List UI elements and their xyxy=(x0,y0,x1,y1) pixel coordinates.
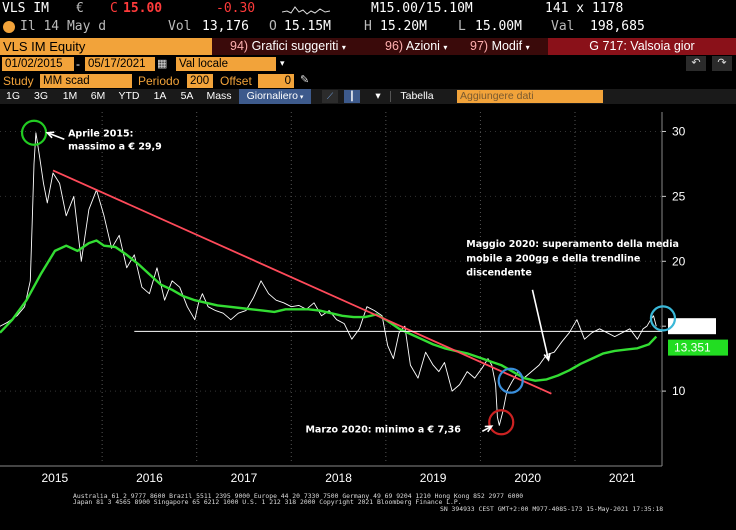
ticker-bar: VLS IM € C 15.00 -0.30 M15.00/15.10M 141… xyxy=(0,0,736,38)
low-label: L xyxy=(458,19,466,34)
footer-line-2: Japan 81 3 4565 8900 Singapore 65 6212 1… xyxy=(73,498,462,506)
volume-value: 13,176 xyxy=(202,19,249,34)
range-button-ytd[interactable]: YTD xyxy=(118,90,140,102)
line-chart-icon[interactable]: ⟋ xyxy=(322,90,338,103)
annotation-text-0: Aprile 2015: xyxy=(68,129,133,140)
high-value: 15.20M xyxy=(380,19,427,34)
x-tick-label-3: 2018 xyxy=(325,471,352,485)
annotation-circle-5 xyxy=(488,409,515,436)
menu-actions[interactable]: 96) Azioni ▾ xyxy=(385,39,448,53)
annotation-arrow-april xyxy=(47,132,65,141)
menu-edit[interactable]: 97) Modif ▾ xyxy=(470,39,530,53)
price-change: -0.30 xyxy=(216,1,256,16)
annotation-arrow-march-head xyxy=(484,425,494,433)
last-prefix: C xyxy=(110,1,118,16)
toolbar-divider xyxy=(390,91,391,102)
low-value: 15.00M xyxy=(475,19,522,34)
price-label-box xyxy=(668,318,716,335)
annotation-text-4: discendente xyxy=(466,268,532,279)
x-tick-label-6: 2021 xyxy=(609,471,636,485)
period-field[interactable]: 200 xyxy=(187,74,213,88)
ma-label-box xyxy=(668,339,728,356)
period-label: Periodo xyxy=(138,74,180,88)
undo-icon[interactable]: ↶ xyxy=(686,56,706,71)
range-button-6m[interactable]: 6M xyxy=(90,90,106,102)
date-range-bar: 01/02/2015 - 05/17/2021 ▦ Val locale ▾ ↶… xyxy=(0,55,736,73)
edit-pencil-icon[interactable]: ✎ xyxy=(300,74,310,86)
open-value: 15.15M xyxy=(284,19,331,34)
value-amount: 198,685 xyxy=(590,19,645,34)
range-button-1g[interactable]: 1G xyxy=(5,90,20,102)
study-field[interactable]: MM scad xyxy=(40,74,132,88)
chevron-down-icon[interactable]: ▾ xyxy=(280,58,285,68)
volume-label: Vol xyxy=(168,19,192,34)
annotation-arrow-may xyxy=(531,289,550,361)
x-tick-label-4: 2019 xyxy=(420,471,447,485)
price-chart[interactable]: 1015202530201520162017201820192020202115… xyxy=(0,104,736,530)
end-date-field[interactable]: 05/17/2021 xyxy=(85,57,155,71)
currency-symbol: € xyxy=(76,1,84,16)
x-tick-label-5: 2020 xyxy=(514,471,541,485)
range-button-3g[interactable]: 3G xyxy=(33,90,48,102)
menu-suggested-charts[interactable]: 94) Grafici suggeriti ▾ xyxy=(230,39,346,53)
x-tick-label-0: 2015 xyxy=(41,471,68,485)
function-bar: VLS IM Equity 94) Grafici suggeriti ▾ 96… xyxy=(0,38,736,55)
annotation-text-1: massimo a € 29,9 xyxy=(68,142,162,153)
annotation-text-2: Maggio 2020: superamento della media xyxy=(466,239,679,250)
calendar-icon[interactable]: ▦ xyxy=(157,58,168,70)
chart-template-label[interactable]: G 717: Valsoia gior xyxy=(548,38,736,55)
annotation-circle-6 xyxy=(649,305,677,332)
annotation-arrow-april-head xyxy=(45,131,55,139)
add-data-input[interactable]: Aggiungere dati xyxy=(457,90,603,103)
x-tick-label-2: 2017 xyxy=(231,471,258,485)
range-button-max[interactable]: Mass xyxy=(206,90,232,102)
ma-label-text: 13.351 xyxy=(674,341,711,355)
frequency-button[interactable]: Giornaliero ▾ xyxy=(239,89,311,104)
price-label-text: 15.00 xyxy=(674,319,704,333)
chevron-down-icon[interactable]: ▾ xyxy=(375,90,381,102)
annotation-arrow-may-head xyxy=(543,352,551,362)
range-button-1m[interactable]: 1M xyxy=(62,90,78,102)
bid-ask: M15.00/15.10M xyxy=(371,1,473,16)
value-label: Val xyxy=(551,19,575,34)
start-date-field[interactable]: 01/02/2015 xyxy=(2,57,74,71)
date-separator: - xyxy=(76,57,80,71)
study-label: Study xyxy=(3,74,34,88)
annotation-circle-0 xyxy=(20,119,48,146)
chart-canvas: 1015202530201520162017201820192020202115… xyxy=(0,112,728,513)
bid-ask-size: 141 x 1178 xyxy=(545,1,624,16)
price-series xyxy=(0,132,657,426)
range-toolbar: 1G 3G 1M 6M YTD 1A 5A Mass Giornaliero ▾… xyxy=(0,89,736,104)
exchange-icon xyxy=(3,21,15,33)
y-tick-label-3: 25 xyxy=(672,189,686,203)
study-bar: Study MM scad Periodo 200 Offset 0 ✎ xyxy=(0,73,736,89)
x-tick-label-1: 2016 xyxy=(136,471,163,485)
annotation-circle-2 xyxy=(497,367,524,394)
range-button-5a[interactable]: 5A xyxy=(180,90,194,102)
moving-average-series xyxy=(0,239,658,382)
annotation-text-5: Marzo 2020: minimo a € 7,36 xyxy=(305,425,461,436)
offset-field[interactable]: 0 xyxy=(258,74,294,88)
last-date: Il 14 May d xyxy=(20,19,107,34)
open-label: O xyxy=(269,19,277,34)
table-button[interactable]: Tabella xyxy=(400,90,434,102)
y-tick-label-0: 10 xyxy=(672,384,686,398)
trendline xyxy=(52,169,552,395)
y-tick-label-2: 20 xyxy=(672,254,686,268)
y-tick-label-4: 30 xyxy=(672,124,686,138)
annotation-text-3: mobile a 200gg e della trendline xyxy=(466,253,640,264)
last-price: 15.00 xyxy=(123,1,163,16)
high-label: H xyxy=(364,19,372,34)
footer-line-3: SN 394933 CEST GMT+2:00 M977-4085-173 15… xyxy=(440,505,663,513)
bar-chart-icon[interactable]: ┃ xyxy=(344,90,360,103)
sparkline-icon xyxy=(282,6,331,15)
redo-icon[interactable]: ↷ xyxy=(712,56,732,71)
offset-label: Offset xyxy=(220,74,252,88)
security-field[interactable]: VLS IM Equity xyxy=(0,38,212,55)
currency-field[interactable]: Val locale xyxy=(176,57,276,71)
range-button-1a[interactable]: 1A xyxy=(153,90,167,102)
ticker-symbol: VLS IM xyxy=(2,1,49,16)
footer-line-1: Australia 61 2 9777 8600 Brazil 5511 239… xyxy=(73,492,523,500)
